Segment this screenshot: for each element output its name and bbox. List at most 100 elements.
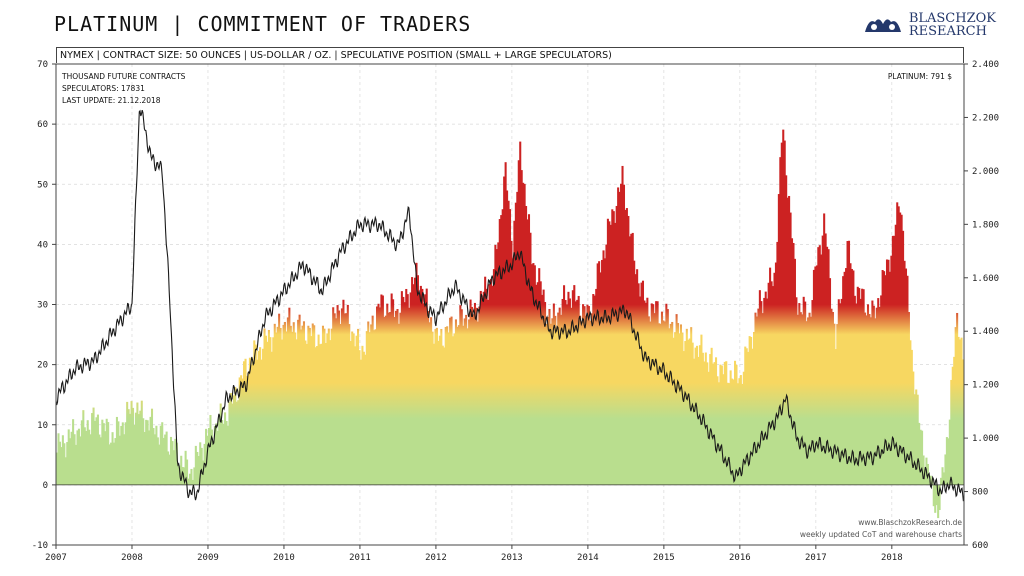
position-bar bbox=[453, 333, 456, 485]
position-bar bbox=[510, 240, 513, 485]
position-bar bbox=[437, 340, 440, 485]
position-bar bbox=[795, 297, 798, 485]
position-bar bbox=[60, 447, 63, 485]
position-bar bbox=[104, 431, 107, 485]
position-bar bbox=[245, 376, 249, 485]
position-bar bbox=[257, 350, 260, 485]
position-bar bbox=[476, 321, 479, 485]
position-bar bbox=[161, 422, 164, 485]
position-bar bbox=[842, 276, 845, 485]
position-bar bbox=[831, 312, 834, 485]
position-bar bbox=[944, 454, 947, 485]
right-axis: 600 800 1.000 1.200 1.400 1.600 1.800 2.000 2.20… bbox=[964, 60, 999, 551]
position-bar bbox=[712, 363, 715, 485]
position-bar bbox=[869, 317, 872, 485]
position-bar bbox=[411, 277, 414, 485]
position-bar bbox=[354, 346, 357, 485]
position-bar bbox=[565, 304, 569, 485]
position-bar bbox=[536, 282, 539, 485]
position-bar bbox=[880, 295, 883, 485]
position-bar bbox=[717, 382, 720, 485]
position-bar bbox=[625, 208, 628, 485]
position-bar bbox=[253, 340, 256, 485]
position-bar bbox=[650, 303, 653, 485]
position-bar bbox=[662, 320, 665, 485]
position-bar bbox=[634, 274, 637, 485]
position-bar bbox=[921, 430, 924, 485]
position-bar bbox=[682, 351, 685, 485]
position-bar bbox=[552, 303, 555, 485]
position-bar bbox=[890, 255, 893, 485]
position-bar bbox=[434, 329, 437, 485]
position-bar bbox=[159, 425, 162, 485]
position-bar bbox=[807, 317, 810, 485]
position-bar bbox=[904, 268, 908, 485]
position-bar bbox=[85, 430, 88, 485]
position-bar bbox=[587, 306, 590, 485]
position-bar bbox=[108, 444, 111, 485]
position-bar bbox=[811, 300, 814, 485]
position-bar bbox=[124, 422, 127, 485]
position-bar bbox=[722, 374, 725, 485]
position-bar bbox=[107, 422, 110, 485]
position-bar bbox=[960, 337, 963, 485]
position-bar bbox=[276, 326, 279, 485]
right-tick-label: 1.200 bbox=[972, 381, 999, 391]
position-bar bbox=[498, 219, 501, 485]
position-bar bbox=[171, 441, 174, 485]
position-bar bbox=[957, 336, 960, 485]
position-bar bbox=[88, 429, 91, 485]
position-bar bbox=[74, 444, 78, 485]
position-bar bbox=[814, 266, 817, 485]
position-bar bbox=[789, 212, 792, 485]
position-bar bbox=[731, 378, 734, 485]
position-bar bbox=[728, 383, 731, 485]
position-bar bbox=[443, 347, 446, 485]
position-bar bbox=[295, 339, 298, 485]
position-bar bbox=[782, 129, 785, 485]
position-bar bbox=[685, 328, 688, 485]
position-bar bbox=[376, 306, 379, 485]
position-bar bbox=[473, 302, 476, 485]
position-bar bbox=[92, 407, 95, 485]
position-bar bbox=[865, 315, 868, 485]
position-bar bbox=[228, 401, 231, 485]
position-bar bbox=[93, 420, 97, 485]
position-bar bbox=[367, 321, 370, 485]
position-bar bbox=[742, 371, 745, 485]
position-bar bbox=[187, 478, 190, 485]
position-bar bbox=[750, 336, 753, 485]
position-bar bbox=[567, 291, 570, 485]
position-bar bbox=[225, 421, 228, 485]
position-bar bbox=[671, 321, 674, 485]
position-bar bbox=[859, 298, 862, 485]
position-bar bbox=[234, 387, 237, 485]
position-bar bbox=[450, 316, 453, 485]
position-bar bbox=[206, 435, 209, 485]
position-bar bbox=[288, 307, 291, 485]
position-bar bbox=[726, 382, 729, 485]
position-bar bbox=[805, 321, 808, 485]
position-bar bbox=[177, 465, 180, 485]
chart-subheader: NYMEX | CONTRACT SIZE: 50 OUNCES | US-DO… bbox=[56, 47, 964, 63]
position-bar bbox=[272, 337, 275, 485]
position-bar bbox=[558, 307, 561, 485]
position-bar bbox=[725, 361, 728, 485]
position-bar bbox=[551, 318, 554, 485]
position-bar bbox=[481, 297, 484, 485]
position-bar bbox=[304, 340, 307, 485]
position-bar bbox=[729, 370, 732, 485]
position-bar bbox=[441, 345, 444, 485]
position-bar bbox=[446, 326, 449, 485]
position-bar bbox=[251, 361, 254, 485]
x-tick-label: 2018 bbox=[881, 553, 903, 563]
position-bar bbox=[358, 350, 361, 485]
position-bar bbox=[530, 264, 533, 485]
position-bar bbox=[571, 290, 574, 485]
position-bar bbox=[197, 456, 200, 485]
watermark-url: www.BlaschzokResearch.de bbox=[858, 518, 962, 527]
position-bar bbox=[365, 331, 368, 485]
position-bar bbox=[397, 323, 400, 485]
position-bar bbox=[776, 241, 779, 485]
